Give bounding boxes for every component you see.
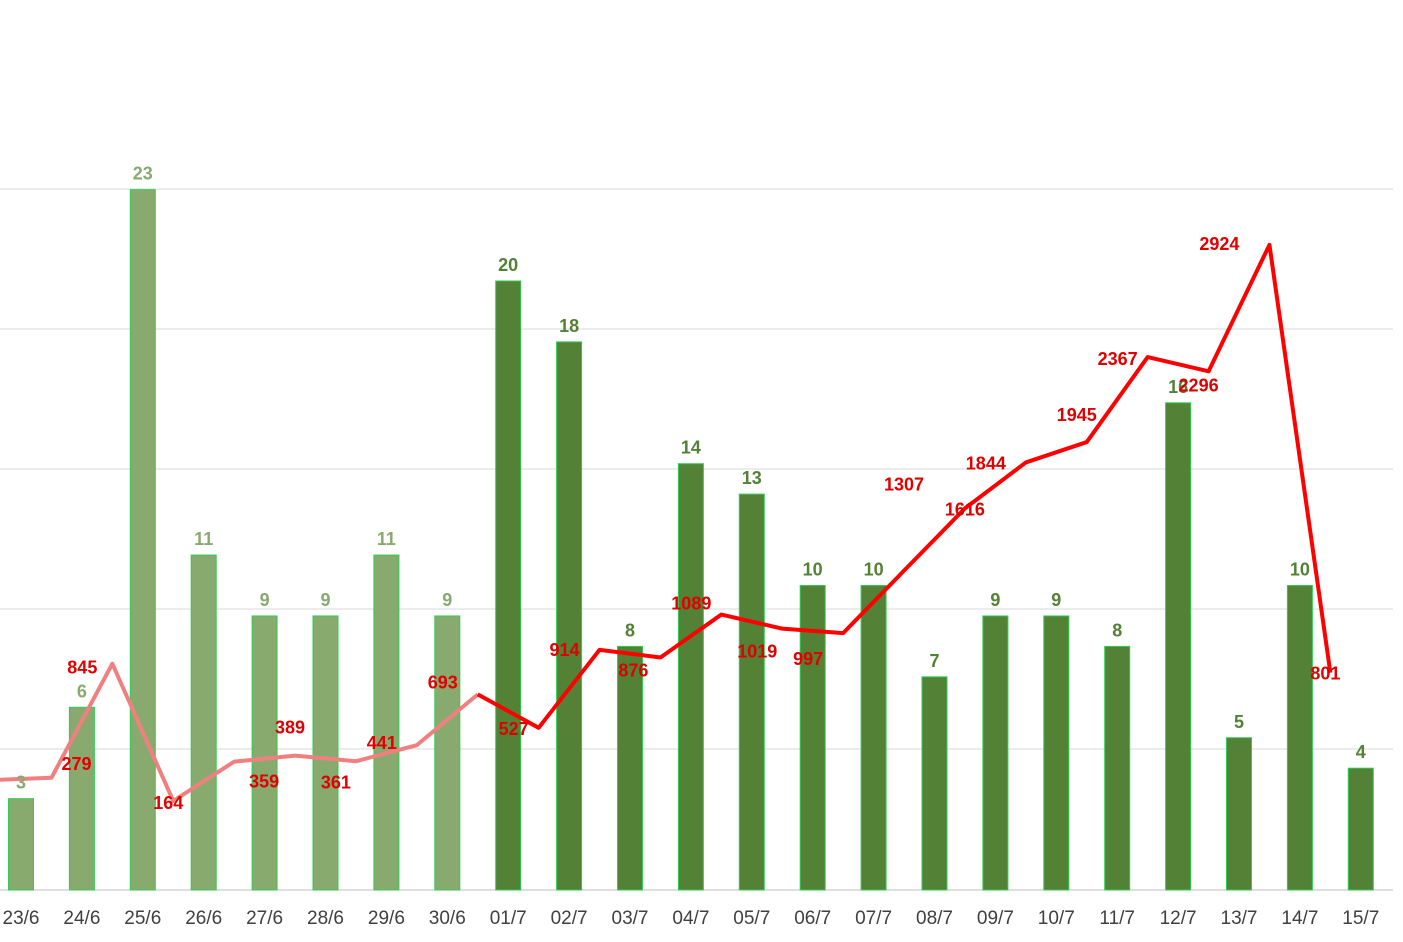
bar	[1043, 615, 1070, 891]
line-data-label: 997	[793, 649, 823, 669]
line-data-label: 527	[499, 719, 529, 739]
line-data-label: 1307	[884, 475, 924, 495]
bar	[677, 463, 704, 891]
bar-data-label: 8	[625, 620, 635, 640]
x-tick-label: 15/7	[1342, 908, 1379, 929]
bar-data-label: 10	[864, 560, 884, 580]
line-data-label: 361	[321, 772, 351, 792]
bar	[1226, 737, 1252, 891]
x-tick-label: 13/7	[1221, 908, 1258, 929]
x-tick-label: 30/6	[429, 908, 466, 929]
bar-data-label: 11	[194, 529, 213, 549]
bar-data-label: 9	[442, 590, 452, 610]
bar-data-label: 13	[742, 468, 762, 488]
bar-data-label: 3	[16, 773, 26, 793]
bar	[738, 493, 765, 891]
bar-data-label: 9	[260, 590, 270, 610]
line-main-segment	[476, 242, 1333, 730]
bar-data-label: 23	[133, 164, 153, 184]
bar	[617, 645, 643, 891]
bar-data-label: 16	[1168, 377, 1188, 397]
bar	[129, 189, 156, 891]
line-data-label: 1019	[737, 642, 777, 662]
line-data-label: 1089	[671, 594, 711, 614]
bar	[1286, 585, 1313, 891]
x-tick-label: 01/7	[490, 908, 527, 929]
bar	[982, 615, 1009, 891]
x-tick-label: 08/7	[916, 908, 953, 929]
line-data-label: 279	[61, 754, 91, 774]
bar-data-label: 14	[681, 438, 701, 458]
line-data-label: 441	[367, 733, 397, 753]
bar	[921, 676, 948, 891]
bar	[251, 615, 278, 891]
bar-data-label: 9	[1051, 590, 1061, 610]
line-data-label: 164	[153, 793, 183, 813]
x-tick-label: 26/6	[185, 908, 222, 929]
x-tick-label: 04/7	[672, 908, 709, 929]
bar-data-label: 9	[990, 590, 1000, 610]
bar	[190, 554, 217, 891]
bar	[434, 615, 461, 891]
x-tick-label: 24/6	[63, 908, 100, 929]
bar-data-label: 20	[498, 255, 518, 275]
x-tick-label: 07/7	[855, 908, 892, 929]
bar-data-label: 18	[559, 316, 579, 336]
bar-data-label: 11	[377, 529, 396, 549]
x-tick-label: 06/7	[794, 908, 831, 929]
line-data-label: 876	[618, 660, 648, 680]
line-data-label: 1945	[1057, 405, 1097, 425]
x-tick-label: 28/6	[307, 908, 344, 929]
x-axis-labels: 23/6 24/6 25/6 26/6 27/6 28/6 29/6 30/6 01/7 02/7…	[3, 908, 1380, 929]
line-data-labels: 2798451643593893614416935279148761089101…	[61, 234, 1340, 813]
bar	[556, 341, 583, 891]
bar	[312, 615, 339, 891]
bar-data-label: 6	[77, 681, 87, 701]
line-data-label: 801	[1310, 664, 1340, 684]
x-tick-label: 14/7	[1281, 908, 1318, 929]
bar	[1165, 402, 1192, 891]
x-tick-label: 27/6	[246, 908, 283, 929]
x-tick-label: 29/6	[368, 908, 405, 929]
x-tick-label: 09/7	[977, 908, 1014, 929]
bar	[1347, 767, 1374, 891]
bar-data-label: 5	[1234, 712, 1244, 732]
line-data-label: 1844	[966, 453, 1006, 473]
bar	[799, 585, 826, 891]
x-tick-label: 03/7	[612, 908, 649, 929]
bar	[373, 554, 400, 891]
bar-data-label: 7	[929, 651, 939, 671]
bar-data-label: 8	[1112, 620, 1122, 640]
x-tick-label: 05/7	[733, 908, 770, 929]
x-tick-label: 10/7	[1038, 908, 1075, 929]
bar-data-label: 9	[320, 590, 330, 610]
line-data-label: 2296	[1179, 375, 1219, 395]
line-data-label: 2924	[1199, 234, 1239, 254]
line-faded-segment	[0, 661, 480, 803]
bar	[860, 585, 887, 891]
line-series	[0, 242, 1333, 803]
bar-series	[8, 189, 1374, 891]
bar-data-labels: 3 6 23 11 9 9 11 9 20 18 8 14 13 10 10 7 9 9 8 16 5 10 4	[16, 164, 1366, 793]
x-tick-label: 11/7	[1099, 908, 1135, 929]
bar	[495, 280, 522, 891]
x-tick-label: 12/7	[1160, 908, 1197, 929]
line-data-label: 693	[428, 672, 458, 692]
x-tick-label: 02/7	[551, 908, 588, 929]
line-data-label: 845	[67, 658, 97, 678]
bar	[8, 798, 34, 891]
line-data-label: 2367	[1098, 349, 1138, 369]
x-tick-label: 25/6	[124, 908, 161, 929]
bar-data-label: 10	[803, 560, 823, 580]
line-data-label: 914	[550, 640, 580, 660]
line-data-label: 389	[275, 718, 305, 738]
bar-data-label: 4	[1356, 742, 1366, 762]
bar	[1104, 645, 1131, 891]
bar-data-label: 10	[1290, 560, 1310, 580]
line-data-label: 1616	[945, 499, 985, 519]
line-data-label: 359	[249, 772, 279, 792]
x-tick-label: 23/6	[3, 908, 40, 929]
